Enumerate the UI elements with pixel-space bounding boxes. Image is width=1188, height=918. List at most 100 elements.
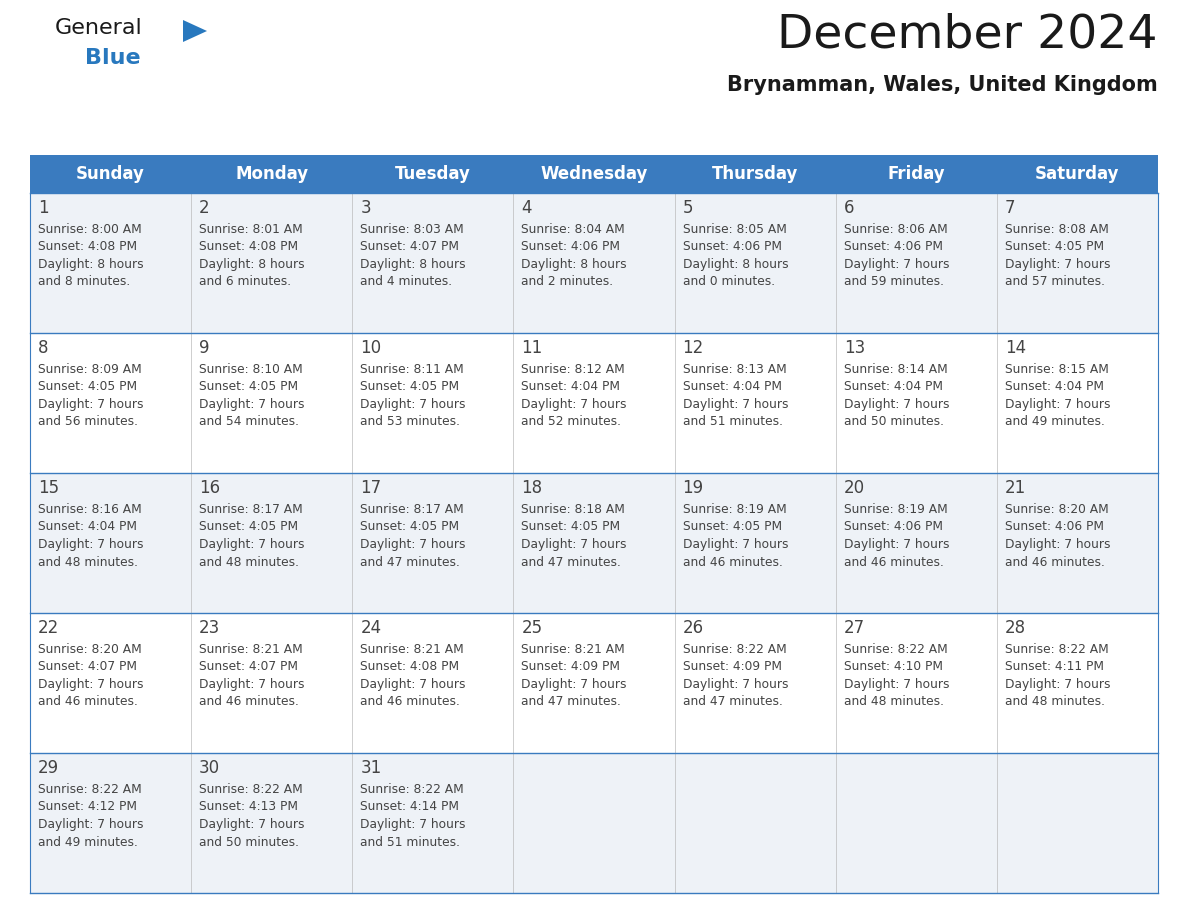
Text: Sunset: 4:11 PM: Sunset: 4:11 PM [1005,660,1104,674]
Text: Sunset: 4:05 PM: Sunset: 4:05 PM [360,521,460,533]
Text: Daylight: 8 hours: Daylight: 8 hours [522,258,627,271]
Text: Sunset: 4:04 PM: Sunset: 4:04 PM [683,380,782,394]
Text: Sunrise: 8:11 AM: Sunrise: 8:11 AM [360,363,465,376]
Text: 15: 15 [38,479,59,497]
Text: 20: 20 [843,479,865,497]
Text: Daylight: 7 hours: Daylight: 7 hours [683,538,788,551]
Text: Sunset: 4:05 PM: Sunset: 4:05 PM [683,521,782,533]
Text: Sunrise: 8:22 AM: Sunrise: 8:22 AM [1005,643,1108,656]
Text: and 47 minutes.: and 47 minutes. [522,555,621,568]
Text: Daylight: 8 hours: Daylight: 8 hours [360,258,466,271]
Text: and 53 minutes.: and 53 minutes. [360,416,460,429]
Text: Sunrise: 8:10 AM: Sunrise: 8:10 AM [200,363,303,376]
Text: Sunrise: 8:21 AM: Sunrise: 8:21 AM [360,643,465,656]
Text: 19: 19 [683,479,703,497]
Text: Sunset: 4:13 PM: Sunset: 4:13 PM [200,800,298,813]
Text: 3: 3 [360,199,371,217]
Text: Sunrise: 8:22 AM: Sunrise: 8:22 AM [683,643,786,656]
Text: Daylight: 7 hours: Daylight: 7 hours [360,538,466,551]
Text: 22: 22 [38,619,59,637]
Text: 11: 11 [522,339,543,357]
Text: Sunrise: 8:16 AM: Sunrise: 8:16 AM [38,503,141,516]
Text: Sunset: 4:14 PM: Sunset: 4:14 PM [360,800,460,813]
Text: Sunset: 4:05 PM: Sunset: 4:05 PM [200,521,298,533]
Text: 28: 28 [1005,619,1026,637]
Text: Sunset: 4:05 PM: Sunset: 4:05 PM [522,521,620,533]
Text: Sunrise: 8:17 AM: Sunrise: 8:17 AM [200,503,303,516]
Text: 14: 14 [1005,339,1026,357]
Text: and 8 minutes.: and 8 minutes. [38,275,131,288]
Text: Monday: Monday [235,165,308,183]
Text: and 46 minutes.: and 46 minutes. [683,555,783,568]
Text: Daylight: 7 hours: Daylight: 7 hours [200,818,304,831]
Text: and 46 minutes.: and 46 minutes. [360,696,460,709]
Text: and 56 minutes.: and 56 minutes. [38,416,138,429]
Text: and 50 minutes.: and 50 minutes. [200,835,299,848]
Text: and 52 minutes.: and 52 minutes. [522,416,621,429]
Text: Daylight: 7 hours: Daylight: 7 hours [38,818,144,831]
Text: Brynamman, Wales, United Kingdom: Brynamman, Wales, United Kingdom [727,75,1158,95]
Text: Friday: Friday [887,165,946,183]
Bar [30,473,1158,613]
Text: and 48 minutes.: and 48 minutes. [38,555,138,568]
Text: Daylight: 7 hours: Daylight: 7 hours [683,398,788,411]
Text: Daylight: 7 hours: Daylight: 7 hours [522,398,627,411]
Text: Daylight: 8 hours: Daylight: 8 hours [38,258,144,271]
Text: 8: 8 [38,339,49,357]
Text: 4: 4 [522,199,532,217]
Text: Tuesday: Tuesday [394,165,470,183]
Text: 26: 26 [683,619,703,637]
Text: Daylight: 7 hours: Daylight: 7 hours [200,678,304,691]
Text: Sunset: 4:07 PM: Sunset: 4:07 PM [360,241,460,253]
Text: Daylight: 7 hours: Daylight: 7 hours [360,818,466,831]
Text: 2: 2 [200,199,210,217]
Text: 27: 27 [843,619,865,637]
Text: and 47 minutes.: and 47 minutes. [683,696,783,709]
Polygon shape [183,20,207,42]
Text: and 48 minutes.: and 48 minutes. [200,555,299,568]
Text: 29: 29 [38,759,59,777]
Text: Daylight: 7 hours: Daylight: 7 hours [1005,538,1111,551]
Text: Sunrise: 8:19 AM: Sunrise: 8:19 AM [843,503,948,516]
Bar [30,613,1158,753]
Text: and 57 minutes.: and 57 minutes. [1005,275,1105,288]
Text: Sunrise: 8:04 AM: Sunrise: 8:04 AM [522,223,625,236]
Text: Sunset: 4:05 PM: Sunset: 4:05 PM [1005,241,1104,253]
Text: Sunset: 4:08 PM: Sunset: 4:08 PM [360,660,460,674]
Text: Daylight: 7 hours: Daylight: 7 hours [843,398,949,411]
Bar [30,193,1158,333]
Text: Sunset: 4:04 PM: Sunset: 4:04 PM [1005,380,1104,394]
Text: and 46 minutes.: and 46 minutes. [1005,555,1105,568]
Text: 30: 30 [200,759,220,777]
Text: Daylight: 7 hours: Daylight: 7 hours [843,678,949,691]
Text: Daylight: 7 hours: Daylight: 7 hours [200,398,304,411]
Text: and 48 minutes.: and 48 minutes. [843,696,943,709]
Text: December 2024: December 2024 [777,12,1158,57]
Text: and 51 minutes.: and 51 minutes. [360,835,460,848]
Text: Sunset: 4:06 PM: Sunset: 4:06 PM [683,241,782,253]
Text: 23: 23 [200,619,221,637]
Text: Blue: Blue [86,48,140,68]
Text: 7: 7 [1005,199,1016,217]
Text: Sunset: 4:08 PM: Sunset: 4:08 PM [200,241,298,253]
Text: 6: 6 [843,199,854,217]
Text: Sunrise: 8:17 AM: Sunrise: 8:17 AM [360,503,465,516]
Text: 18: 18 [522,479,543,497]
Text: Sunset: 4:04 PM: Sunset: 4:04 PM [38,521,137,533]
Text: Sunrise: 8:00 AM: Sunrise: 8:00 AM [38,223,141,236]
Text: Thursday: Thursday [712,165,798,183]
Text: Wednesday: Wednesday [541,165,647,183]
Text: and 48 minutes.: and 48 minutes. [1005,696,1105,709]
Text: Daylight: 7 hours: Daylight: 7 hours [360,678,466,691]
Text: Daylight: 7 hours: Daylight: 7 hours [1005,678,1111,691]
Text: Sunrise: 8:06 AM: Sunrise: 8:06 AM [843,223,948,236]
Text: Sunset: 4:06 PM: Sunset: 4:06 PM [1005,521,1104,533]
Text: Daylight: 7 hours: Daylight: 7 hours [843,538,949,551]
Text: and 6 minutes.: and 6 minutes. [200,275,291,288]
Text: Sunrise: 8:12 AM: Sunrise: 8:12 AM [522,363,625,376]
Text: and 46 minutes.: and 46 minutes. [200,696,299,709]
Text: Sunrise: 8:22 AM: Sunrise: 8:22 AM [360,783,465,796]
Text: Sunrise: 8:13 AM: Sunrise: 8:13 AM [683,363,786,376]
Text: Sunset: 4:06 PM: Sunset: 4:06 PM [843,241,943,253]
Text: and 4 minutes.: and 4 minutes. [360,275,453,288]
